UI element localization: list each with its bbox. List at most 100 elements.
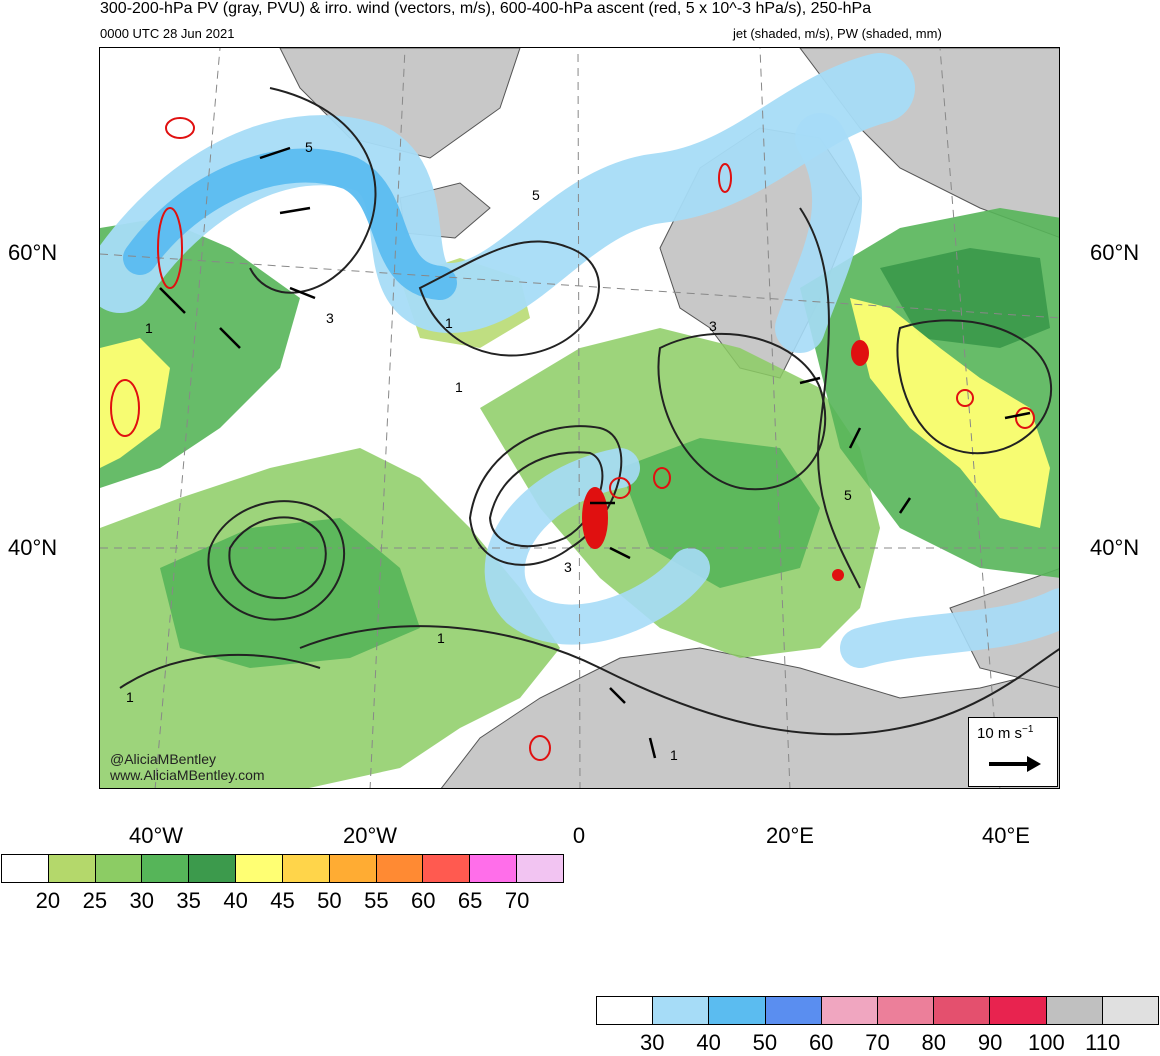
colorbar-swatch	[597, 997, 654, 1024]
contour-label: 1	[455, 379, 463, 395]
contour-label: 1	[126, 689, 134, 705]
colorbar-swatch	[1046, 997, 1103, 1024]
ascent-russia-2	[1015, 407, 1035, 429]
wind-vector	[159, 287, 186, 314]
north-africa	[440, 647, 1059, 788]
lat-label-60n-left: 60°N	[8, 240, 58, 265]
colorbar-swatch	[653, 997, 710, 1024]
ascent-baltic	[851, 340, 869, 366]
colorbar-swatch	[376, 855, 424, 882]
colorbar-tick-label: 30	[640, 1030, 665, 1055]
colorbar-swatch	[990, 997, 1047, 1024]
colorbar-swatch	[934, 997, 991, 1024]
jet-core-atlantic-north	[123, 148, 457, 300]
pv-contour-iberia	[468, 425, 623, 566]
colorbar-swatch	[236, 855, 283, 882]
pw-colorbar	[1, 854, 564, 883]
wind-vector	[289, 286, 316, 300]
weather-map: 5 3 1 5 1 3 1 1 3 5 1 1	[99, 47, 1060, 789]
lon-label-20w: 20°W	[342, 823, 398, 848]
colorbar-tick-label: 40	[696, 1030, 721, 1055]
colorbar-tick-label: 60	[411, 888, 436, 913]
jet-stream-iberia	[484, 448, 710, 645]
pv-contours	[119, 87, 1059, 736]
colorbar-swatch	[709, 997, 766, 1024]
colorbar-tick-label: 35	[176, 888, 201, 913]
lat-label-40n-right: 40°N	[1090, 535, 1140, 560]
pv-contour-south	[299, 625, 1059, 736]
colorbar-tick-label: 40	[223, 888, 248, 913]
colorbar-tick-label: 90	[977, 1030, 1003, 1055]
pv-contour-mid	[418, 240, 600, 357]
reference-vector-box: 10 m s−1	[968, 717, 1058, 787]
title-line-1: 300-200-hPa PV (gray, PVU) & irro. wind …	[100, 0, 872, 17]
jet-colorbar-labels: 30 40 50 60 70 80 90 100 110	[596, 1030, 1159, 1056]
lat-label-40n-left: 40°N	[8, 535, 58, 560]
colorbar-swatch	[821, 997, 879, 1024]
reference-vector-label: 10 m s−1	[977, 724, 1033, 742]
colorbar-tick-label: 65	[457, 888, 483, 913]
colorbar-tick-label: 80	[921, 1030, 947, 1055]
ascent-russia-1	[956, 389, 974, 407]
lon-line-40w	[154, 48, 221, 788]
graticule	[100, 48, 1059, 788]
colorbar-swatch	[878, 997, 935, 1024]
wind-vector	[648, 737, 657, 759]
lon-label-0: 0	[572, 823, 586, 848]
colorbar-tick-label: 30	[129, 888, 154, 913]
wind-vector	[1004, 411, 1031, 420]
reference-vector-text: 10 m s	[977, 725, 1023, 742]
contour-label: 1	[145, 320, 153, 336]
pv-contour-north	[249, 87, 377, 294]
colorbar-swatch	[470, 855, 518, 882]
contour-label: 3	[326, 310, 334, 326]
colorbar-tick-label: 70	[865, 1030, 890, 1055]
wind-vector	[219, 327, 241, 349]
pv-contour-trough	[799, 207, 861, 589]
lon-label-20e: 20°E	[766, 823, 814, 848]
lon-line-20e	[759, 48, 791, 788]
watermark-site: www.AliciaMBentley.com	[110, 767, 265, 783]
ascent-alps	[653, 467, 671, 489]
contour-label-group: 5 3 1 5 1 3 1 1 3 5 1 1	[126, 139, 852, 763]
pv-contour-atlantic-low-2	[228, 516, 327, 600]
colorbar-swatch	[48, 855, 96, 882]
pw-region-west-yellow	[100, 338, 170, 468]
colorbar-tick-label: 110	[1085, 1030, 1121, 1055]
ascent-black-sea	[832, 569, 844, 581]
lon-line-20w	[369, 48, 406, 788]
contour-label: 1	[670, 747, 678, 763]
colorbar-swatch	[142, 855, 190, 882]
ascent-greenland-2	[157, 207, 183, 289]
contour-label: 1	[445, 315, 453, 331]
colorbar-swatch	[95, 855, 143, 882]
greenland	[279, 48, 521, 159]
wind-vector	[259, 146, 291, 160]
colorbar-tick-label: 20	[35, 888, 61, 913]
jet-stream-east	[775, 113, 863, 353]
valid-time: 0000 UTC 28 Jun 2021	[100, 26, 235, 41]
contour-label: 3	[709, 318, 717, 334]
colorbar-tick-label: 60	[808, 1030, 834, 1055]
pv-contour-europe	[657, 332, 827, 491]
wind-vector	[279, 206, 311, 215]
pv-contour-atlantic-low	[207, 500, 346, 621]
contour-label: 5	[844, 487, 852, 503]
pv-contour-sw	[119, 653, 321, 689]
lat-label-60n-right: 60°N	[1090, 240, 1140, 265]
ascent-atlas	[529, 735, 551, 761]
colorbar-tick-label: 100	[1028, 1030, 1065, 1055]
pv-contour-east	[896, 319, 1053, 455]
colorbar-tick-label: 45	[270, 888, 295, 913]
wind-vector	[799, 376, 821, 385]
colorbar-swatch	[765, 997, 822, 1024]
colorbar-swatch	[1102, 997, 1159, 1024]
lon-label-40e: 40°E	[982, 823, 1030, 848]
lat-line-60n	[100, 253, 1059, 319]
jet-shading	[100, 53, 1059, 668]
jet-stream-south	[840, 588, 1059, 668]
ascent-bay-biscay-2	[609, 477, 631, 499]
wind-vector	[609, 687, 626, 704]
pw-colorbar-labels: 20 25 30 35 40 45 50 55 60 65 70	[1, 888, 564, 914]
colorbar-tick-label: 50	[317, 888, 342, 913]
